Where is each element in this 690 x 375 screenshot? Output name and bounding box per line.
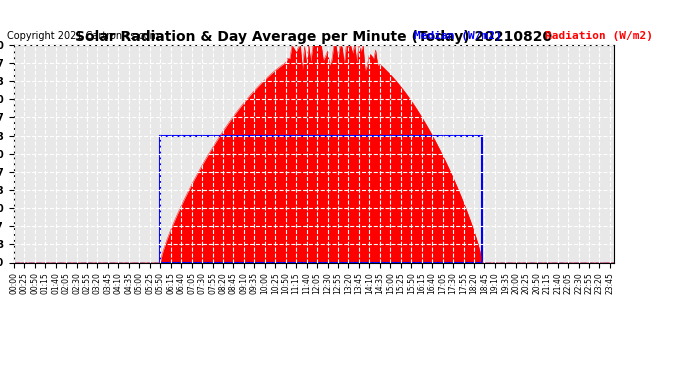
Text: Median (W/m2): Median (W/m2) (414, 32, 502, 41)
Title: Solar Radiation & Day Average per Minute (Today) 20210820: Solar Radiation & Day Average per Minute… (75, 30, 553, 44)
Bar (160, 136, 482, 262)
Text: Radiation (W/m2): Radiation (W/m2) (545, 32, 653, 41)
Text: Copyright 2021 Cartronics.com: Copyright 2021 Cartronics.com (7, 32, 159, 41)
